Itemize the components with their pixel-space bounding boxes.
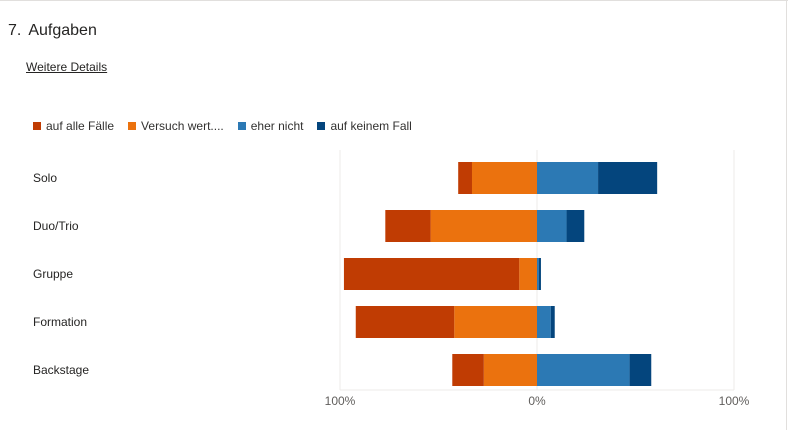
legend-swatch bbox=[33, 122, 41, 130]
bar-segment bbox=[537, 354, 630, 386]
likert-bar-chart: Solo Duo/Trio Gruppe Formation Backstage 100%… bbox=[33, 150, 750, 408]
bar-segment bbox=[452, 354, 484, 386]
right-divider bbox=[786, 0, 787, 430]
bar-segment bbox=[537, 210, 567, 242]
legend-item-auf-keinem-fall: auf keinem Fall bbox=[317, 119, 412, 133]
bar-segment bbox=[537, 162, 599, 194]
question-number: 7. bbox=[8, 22, 22, 39]
category-label: Formation bbox=[33, 315, 87, 329]
bar-segment bbox=[355, 306, 455, 338]
category-label: Solo bbox=[33, 171, 57, 185]
category-label: Gruppe bbox=[33, 267, 73, 281]
bar-segment bbox=[483, 354, 537, 386]
bar-segment bbox=[629, 354, 652, 386]
bar-segment bbox=[598, 162, 658, 194]
bar-segment bbox=[458, 162, 472, 194]
x-tick-label: 100% bbox=[325, 394, 356, 408]
legend-label: eher nicht bbox=[250, 119, 304, 133]
bar-segment bbox=[537, 258, 539, 290]
bar-segment bbox=[537, 306, 551, 338]
details-link[interactable]: Weitere Details bbox=[26, 60, 108, 74]
bar-segment bbox=[343, 258, 520, 290]
legend-swatch bbox=[237, 122, 246, 130]
top-divider bbox=[0, 0, 788, 1]
legend-label: auf keinem Fall bbox=[330, 119, 412, 133]
bar-segment bbox=[385, 210, 431, 242]
legend-label: auf alle Fälle bbox=[46, 119, 115, 133]
chart-legend: auf alle Fälle Versuch wert.... eher nic… bbox=[33, 119, 426, 133]
bar-segment bbox=[550, 306, 555, 338]
question-title-text: Aufgaben bbox=[28, 22, 97, 39]
bar-segment bbox=[430, 210, 537, 242]
bar-segment bbox=[538, 258, 541, 290]
bar-segment bbox=[471, 162, 537, 194]
category-label: Backstage bbox=[33, 363, 89, 377]
bar-segment bbox=[454, 306, 537, 338]
question-title: 7. Aufgaben bbox=[8, 22, 97, 40]
legend-item-auf-alle-faelle: auf alle Fälle bbox=[33, 119, 114, 133]
bar-segment bbox=[566, 210, 585, 242]
bar-segment bbox=[519, 258, 537, 290]
category-label: Duo/Trio bbox=[33, 219, 79, 233]
legend-label: Versuch wert.... bbox=[141, 119, 224, 133]
legend-swatch bbox=[128, 122, 137, 130]
legend-swatch bbox=[317, 122, 326, 130]
x-tick-label: 100% bbox=[719, 394, 750, 408]
x-tick-label: 0% bbox=[528, 394, 546, 408]
legend-item-eher-nicht: eher nicht bbox=[237, 119, 304, 133]
legend-item-versuch-wert: Versuch wert.... bbox=[128, 119, 224, 133]
